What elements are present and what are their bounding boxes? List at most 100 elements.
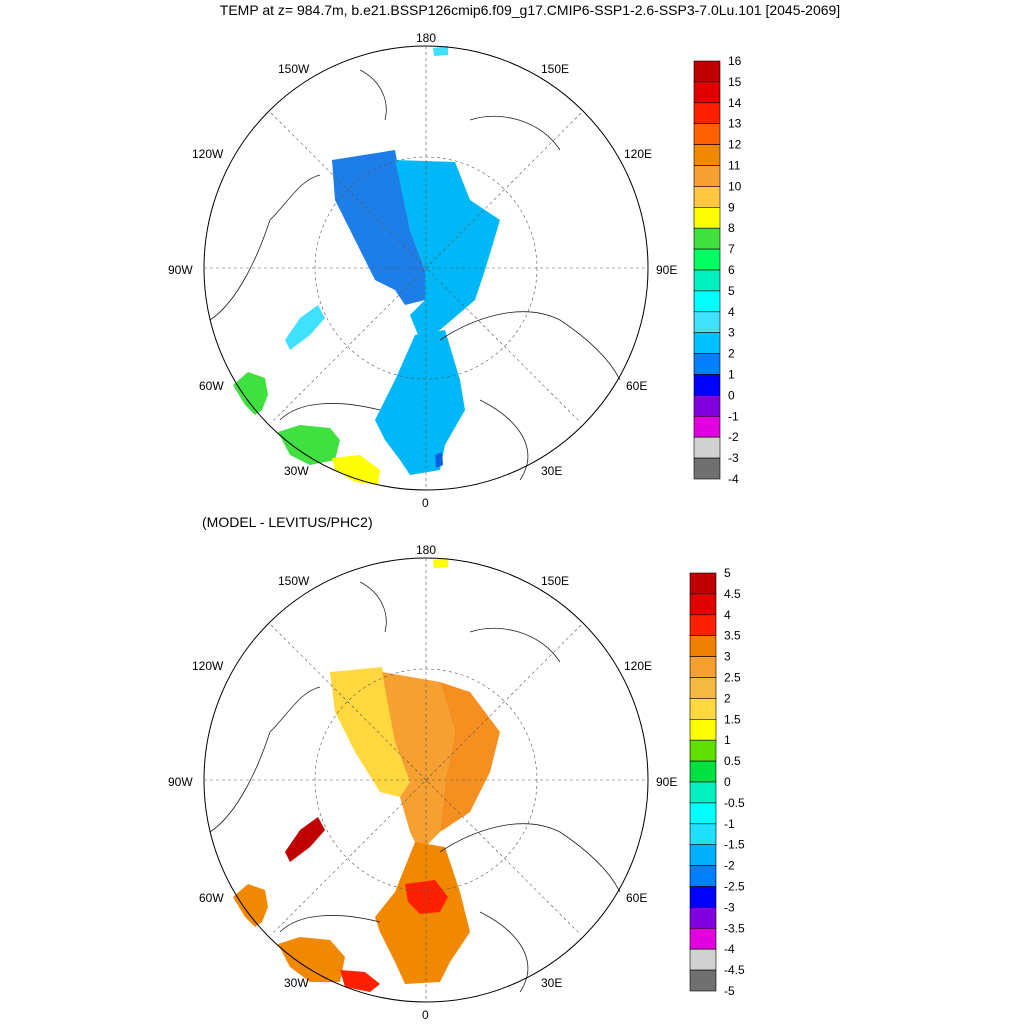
colorbar-swatch bbox=[693, 123, 721, 145]
lon-label-150e: 150E bbox=[541, 62, 569, 76]
colorbar-swatch bbox=[693, 186, 721, 208]
colorbar-swatch bbox=[693, 332, 721, 354]
colorbar-swatch bbox=[689, 698, 717, 720]
colorbar-tick-label: 5 bbox=[728, 284, 735, 298]
field-cyan-region bbox=[395, 160, 500, 340]
field-orange-mid bbox=[382, 672, 455, 852]
colorbar-tick-label: 8 bbox=[728, 221, 735, 235]
colorbar-tick-label: -4.5 bbox=[724, 963, 745, 977]
colorbar-swatch bbox=[693, 353, 721, 375]
colorbar-tick-label: 10 bbox=[728, 179, 742, 193]
colorbar-swatch bbox=[693, 207, 721, 229]
colorbar-tick-label: 16 bbox=[728, 54, 742, 68]
field-red-30w bbox=[340, 970, 380, 992]
field-light-cyan bbox=[285, 305, 325, 350]
colorbar-swatch bbox=[693, 165, 721, 187]
colorbar-tick-label: -1 bbox=[724, 817, 735, 831]
lon-label-60e: 60E bbox=[626, 891, 647, 905]
colorbar-swatch bbox=[693, 248, 721, 271]
lon-label-180: 180 bbox=[416, 543, 436, 557]
field-cyan-south bbox=[375, 330, 465, 475]
top-map-panel: 180 150E 120E 90E 60E 30E 0 30W 60W 90W … bbox=[168, 31, 742, 510]
lon-label-0: 0 bbox=[422, 1008, 429, 1022]
colorbar-swatch bbox=[693, 374, 721, 396]
colorbar-tick-label: 14 bbox=[728, 96, 742, 110]
colorbar-tick-label: 1 bbox=[724, 733, 731, 747]
colorbar-tick-label: 4 bbox=[728, 305, 735, 319]
colorbar-swatch bbox=[689, 572, 717, 595]
field-yellow-180 bbox=[433, 558, 448, 568]
colorbar-tick-label: -4 bbox=[728, 472, 739, 486]
field-green-30w bbox=[278, 425, 340, 465]
colorbar-tick-label: 6 bbox=[728, 263, 735, 277]
colorbar-tick-label: -3 bbox=[728, 451, 739, 465]
colorbar-swatch bbox=[693, 81, 721, 104]
lon-label-30w: 30W bbox=[284, 464, 309, 478]
colorbar-swatch bbox=[693, 102, 721, 125]
field-darkred-canada bbox=[285, 817, 325, 862]
colorbar-tick-label: 9 bbox=[728, 200, 735, 214]
colorbar-tick-label: 4.5 bbox=[724, 587, 741, 601]
field-orange-30w bbox=[278, 937, 345, 982]
colorbar-tick-label: 13 bbox=[728, 117, 742, 131]
lon-label-120w: 120W bbox=[192, 659, 224, 673]
colorbar-tick-label: 3 bbox=[728, 326, 735, 340]
colorbar-swatch bbox=[689, 760, 717, 783]
colorbar-tick-label: 4 bbox=[724, 608, 731, 622]
lon-label-30e: 30E bbox=[541, 464, 562, 478]
lon-label-120e: 120E bbox=[624, 147, 652, 161]
lon-label-90e: 90E bbox=[656, 263, 677, 277]
colorbar-swatch bbox=[689, 865, 717, 887]
field-orange-60w bbox=[233, 884, 268, 927]
bottom-polar-map: 180 150E 120E 90E 60E 30E 0 30W 60W 90W … bbox=[168, 543, 677, 1022]
colorbar-swatch bbox=[689, 719, 717, 741]
colorbar-tick-label: -3 bbox=[724, 900, 735, 914]
colorbar-swatch bbox=[689, 656, 717, 678]
colorbar-swatch bbox=[689, 614, 717, 637]
colorbar-swatch bbox=[689, 781, 717, 804]
colorbar-tick-label: 0.5 bbox=[724, 754, 741, 768]
colorbar-swatch bbox=[693, 290, 721, 313]
colorbar-tick-label: 15 bbox=[728, 75, 742, 89]
field-yellow-30w bbox=[332, 455, 380, 485]
field-orange-east bbox=[440, 682, 500, 832]
colorbar-tick-label: 2 bbox=[728, 347, 735, 361]
panel-subtitle: (MODEL - LEVITUS/PHC2) bbox=[202, 514, 373, 530]
colorbar-swatch bbox=[689, 969, 717, 992]
colorbar-tick-label: -0.5 bbox=[724, 796, 745, 810]
lon-label-90w: 90W bbox=[168, 263, 193, 277]
colorbar-swatch bbox=[689, 635, 717, 657]
lon-label-60e: 60E bbox=[626, 379, 647, 393]
bottom-map-panel: 180 150E 120E 90E 60E 30E 0 30W 60W 90W … bbox=[168, 543, 745, 1022]
colorbar-swatch bbox=[689, 927, 717, 950]
colorbar-tick-label: 5 bbox=[724, 566, 731, 580]
lon-label-0: 0 bbox=[422, 496, 429, 510]
colorbar-tick-label: -4 bbox=[724, 942, 735, 956]
colorbar-swatch bbox=[689, 948, 717, 971]
colorbar-tick-label: 3.5 bbox=[724, 629, 741, 643]
colorbar-tick-label: -5 bbox=[724, 984, 735, 998]
colorbar-tick-label: 7 bbox=[728, 242, 735, 256]
top-polar-map: 180 150E 120E 90E 60E 30E 0 30W 60W 90W … bbox=[168, 31, 677, 510]
field-red-core bbox=[405, 880, 448, 914]
lon-label-150w: 150W bbox=[278, 62, 310, 76]
colorbar-swatch bbox=[693, 457, 721, 480]
colorbar-tick-label: 2.5 bbox=[724, 671, 741, 685]
colorbar-tick-label: -2 bbox=[724, 859, 735, 873]
field-blue-0 bbox=[435, 452, 443, 468]
lon-label-120e: 120E bbox=[624, 659, 652, 673]
coastline bbox=[209, 581, 621, 993]
colorbar-tick-label: 2 bbox=[724, 691, 731, 705]
colorbar-tick-label: -1.5 bbox=[724, 838, 745, 852]
colorbar-tick-label: -3.5 bbox=[724, 921, 745, 935]
colorbar-swatch bbox=[689, 907, 717, 929]
colorbar-swatch bbox=[689, 844, 717, 866]
colorbar-swatch bbox=[693, 60, 721, 83]
colorbar-swatch bbox=[693, 227, 721, 250]
figure-title: TEMP at z= 984.7m, b.e21.BSSP126cmip6.f0… bbox=[219, 2, 841, 18]
lon-label-90w: 90W bbox=[168, 775, 193, 789]
colorbar-tick-label: 0 bbox=[724, 775, 731, 789]
coastline bbox=[209, 69, 621, 481]
colorbar-swatch bbox=[689, 823, 717, 845]
